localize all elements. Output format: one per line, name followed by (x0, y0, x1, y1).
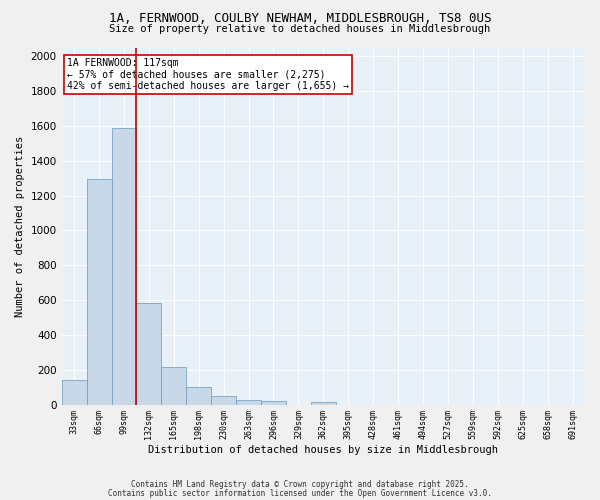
Y-axis label: Number of detached properties: Number of detached properties (15, 136, 25, 316)
Bar (186, 387, 211, 404)
Bar (112, 128, 136, 404)
Bar (62, 380, 86, 404)
Bar (211, 396, 236, 404)
Text: 1A FERNWOOD: 117sqm
← 57% of detached houses are smaller (2,275)
42% of semi-det: 1A FERNWOOD: 117sqm ← 57% of detached ho… (67, 58, 349, 92)
Bar (311, 402, 336, 404)
Text: Contains HM Land Registry data © Crown copyright and database right 2025.: Contains HM Land Registry data © Crown c… (131, 480, 469, 489)
Text: 1A, FERNWOOD, COULBY NEWHAM, MIDDLESBROUGH, TS8 0US: 1A, FERNWOOD, COULBY NEWHAM, MIDDLESBROU… (109, 12, 491, 26)
Bar (161, 367, 186, 405)
Bar (136, 302, 161, 404)
X-axis label: Distribution of detached houses by size in Middlesbrough: Distribution of detached houses by size … (148, 445, 499, 455)
Bar (261, 401, 286, 404)
Bar (86, 179, 112, 404)
Bar (236, 400, 261, 404)
Text: Contains public sector information licensed under the Open Government Licence v3: Contains public sector information licen… (108, 488, 492, 498)
Text: Size of property relative to detached houses in Middlesbrough: Size of property relative to detached ho… (109, 24, 491, 34)
